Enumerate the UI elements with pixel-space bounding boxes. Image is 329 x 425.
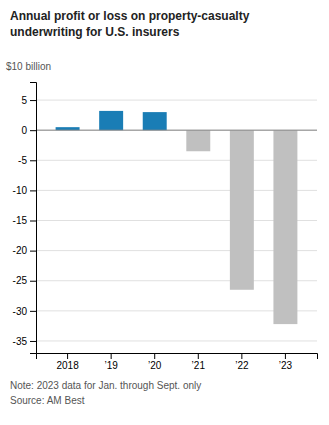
bar bbox=[230, 130, 254, 290]
y-tick-label: -20 bbox=[13, 245, 28, 256]
x-tick: ’20 bbox=[148, 353, 162, 371]
x-tick-label: ’19 bbox=[104, 360, 118, 371]
y-axis-line bbox=[30, 83, 37, 354]
y-tick-mark bbox=[30, 311, 36, 312]
y-tick-label: -30 bbox=[13, 306, 28, 317]
y-tick: -10 bbox=[13, 185, 36, 196]
y-tick-mark bbox=[30, 341, 36, 342]
title: underwriting for U.S. insurers bbox=[10, 25, 180, 39]
grid-line bbox=[36, 340, 317, 341]
annotation: Source: AM Best bbox=[10, 395, 85, 406]
y-tick-mark bbox=[30, 281, 36, 282]
y-tick-mark bbox=[30, 130, 36, 131]
x-tick: ’21 bbox=[192, 353, 206, 371]
zero-line bbox=[36, 130, 317, 131]
y-tick: 0 bbox=[21, 125, 36, 136]
y-tick-label: 5 bbox=[21, 95, 27, 106]
title: Annual profit or loss on property-casual… bbox=[10, 9, 250, 23]
y-tick: -25 bbox=[13, 275, 36, 286]
bar bbox=[99, 111, 123, 130]
x-tick: ’22 bbox=[235, 353, 249, 371]
x-tick-label: ’21 bbox=[192, 360, 206, 371]
bars bbox=[56, 111, 298, 324]
x-tick-label: ’20 bbox=[148, 360, 162, 371]
plot: 5 0 -5 -10 -15 -20 -25 -30 -35 2018 ’19 ’20 ’21 ’22 ’2… bbox=[13, 83, 318, 372]
x-tick-mark bbox=[111, 353, 112, 359]
y-axis: 5 0 -5 -10 -15 -20 -25 -30 -35 bbox=[13, 83, 37, 354]
x-tick-mark bbox=[198, 353, 199, 359]
annotation: Note: 2023 data for Jan. through Sept. o… bbox=[10, 380, 201, 391]
y-tick-mark bbox=[30, 190, 36, 191]
x-axis-line bbox=[37, 354, 318, 360]
y-tick: 5 bbox=[21, 95, 36, 106]
y-tick: -20 bbox=[13, 245, 36, 256]
grid bbox=[36, 100, 317, 341]
bar bbox=[186, 130, 210, 151]
y-tick-mark bbox=[30, 100, 36, 101]
y-tick-label: 0 bbox=[21, 125, 27, 136]
y-tick-label: -10 bbox=[13, 185, 28, 196]
y-tick-label: -15 bbox=[13, 215, 28, 226]
x-tick-mark bbox=[67, 353, 68, 359]
y-tick: -5 bbox=[18, 155, 36, 166]
chart: Annual profit or loss on property-casual… bbox=[0, 0, 329, 425]
y-tick-label: -5 bbox=[18, 155, 27, 166]
y-tick-mark bbox=[30, 221, 36, 222]
y-tick: -15 bbox=[13, 215, 36, 226]
x-tick-mark bbox=[154, 353, 155, 359]
bar bbox=[143, 112, 167, 130]
y-axis-label: $10 billion bbox=[6, 61, 51, 72]
y-tick-mark bbox=[30, 251, 36, 252]
x-tick-label: ’22 bbox=[235, 360, 249, 371]
y-tick-label: -35 bbox=[13, 336, 28, 347]
x-tick: 2018 bbox=[56, 353, 79, 371]
grid-line bbox=[36, 130, 317, 131]
x-tick-label: ’23 bbox=[279, 360, 293, 371]
y-tick: -35 bbox=[13, 336, 36, 347]
grid-line bbox=[36, 100, 317, 101]
y-tick-label: -25 bbox=[13, 275, 28, 286]
x-tick: ’19 bbox=[104, 353, 118, 371]
x-tick-mark bbox=[285, 353, 286, 359]
x-axis: 2018 ’19 ’20 ’21 ’22 ’23 bbox=[37, 353, 318, 371]
x-tick-mark bbox=[241, 353, 242, 359]
y-tick-mark bbox=[30, 160, 36, 161]
x-tick-label: 2018 bbox=[56, 360, 79, 371]
x-tick: ’23 bbox=[279, 353, 293, 371]
y-tick: -30 bbox=[13, 306, 36, 317]
bar bbox=[273, 130, 297, 324]
